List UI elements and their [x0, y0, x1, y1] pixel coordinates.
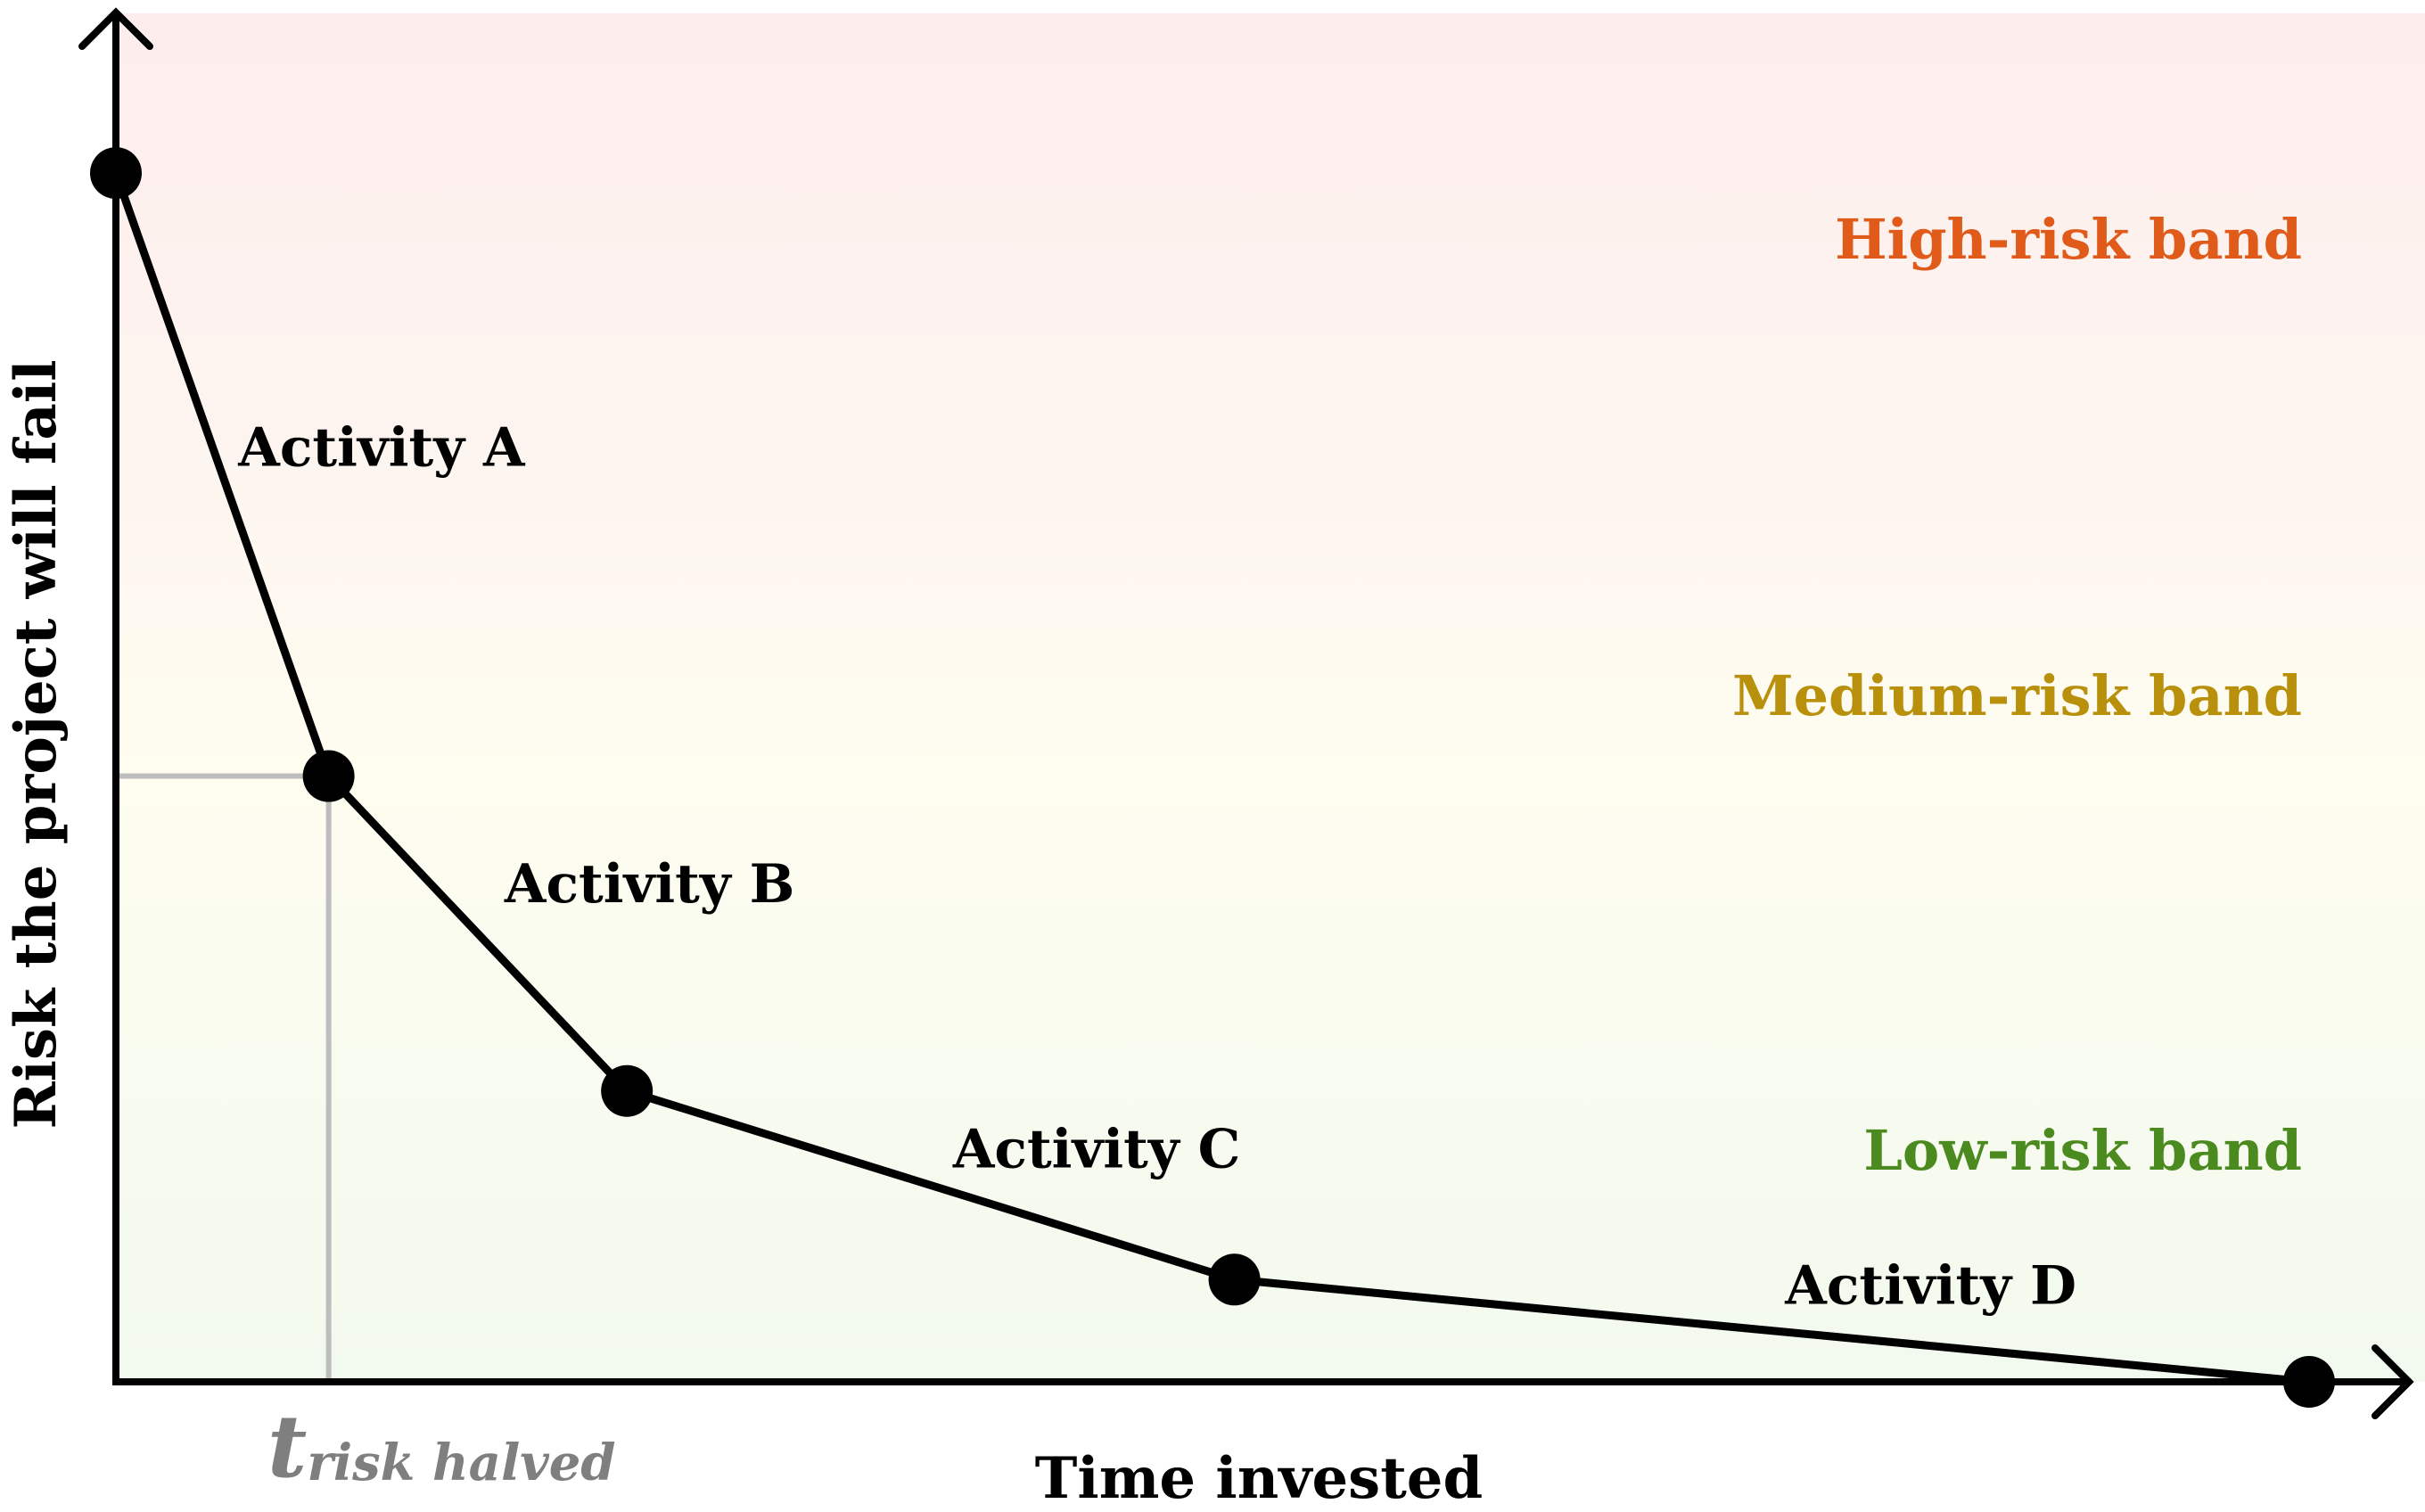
x-axis-arrow-icon — [2372, 1344, 2414, 1419]
risk-band-background — [116, 13, 2425, 1382]
data-point-0 — [90, 147, 142, 200]
y-axis-arrow-icon — [78, 7, 153, 50]
activity-label-d: Activity D — [1784, 1255, 2076, 1318]
band-label-1: Medium-risk band — [1732, 663, 2302, 728]
risk-markers — [90, 147, 2335, 1408]
data-point-2 — [601, 1064, 654, 1117]
y-axis-label: Risk the project will fail — [3, 359, 70, 1129]
data-point-3 — [1208, 1253, 1261, 1306]
data-point-1 — [302, 750, 355, 802]
activity-label-c: Activity C — [952, 1118, 1240, 1180]
halving-guides — [116, 773, 332, 1382]
t-risk-halved-label: trisk halved — [267, 1396, 616, 1497]
activity-labels: Activity A Activity B Activity C Activity D — [237, 416, 2076, 1317]
band-label-0: High-risk band — [1835, 207, 2302, 272]
axes — [78, 7, 2414, 1419]
data-point-4 — [2283, 1356, 2335, 1408]
activity-label-a: Activity A — [237, 416, 526, 479]
t-risk-halved-subscript: risk halved — [307, 1434, 615, 1492]
band-label-2: Low-risk band — [1863, 1118, 2302, 1183]
t-risk-halved-main: t — [267, 1396, 307, 1497]
x-axis-label: Time invested — [1035, 1445, 1483, 1512]
activity-label-b: Activity B — [504, 853, 794, 916]
band-labels: High-risk band Medium-risk band Low-risk b… — [1732, 207, 2302, 1183]
